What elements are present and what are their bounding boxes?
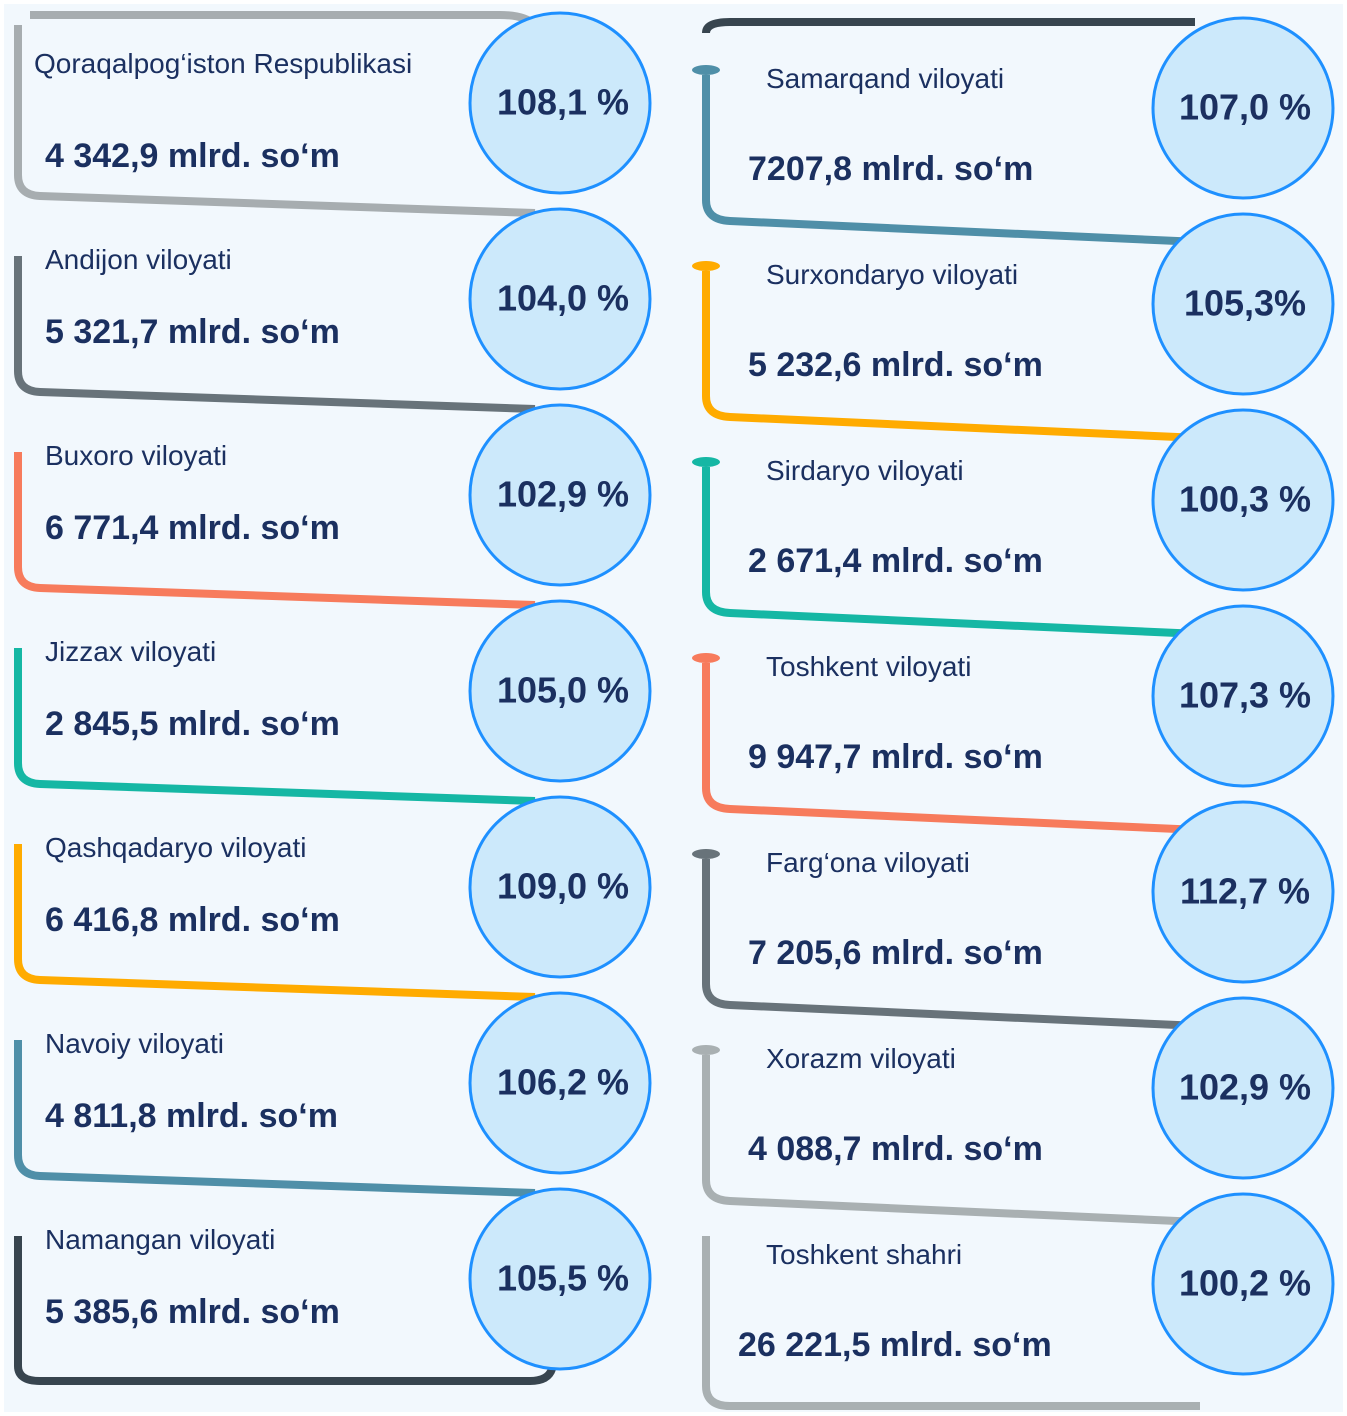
- region-amount: 6 771,4 mlrd. so‘m: [45, 509, 340, 547]
- region-amount: 26 221,5 mlrd. so‘m: [738, 1326, 1052, 1364]
- connector: [702, 1236, 1200, 1410]
- percent-circle: [468, 599, 652, 783]
- region-amount: 4 088,7 mlrd. so‘m: [748, 1130, 1043, 1168]
- percent-circle: [1151, 408, 1335, 592]
- region-percent: 104,0 %: [497, 278, 629, 319]
- connector: [702, 859, 1201, 1030]
- percent-circle: [468, 403, 652, 587]
- region-name: Farg‘ona viloyati: [766, 847, 970, 878]
- region-percent: 112,7 %: [1180, 871, 1310, 912]
- percent-circle: [1151, 1192, 1335, 1376]
- region-amount: 5 232,6 mlrd. so‘m: [748, 346, 1043, 384]
- region-percent: 107,0 %: [1179, 87, 1311, 128]
- region-name: Surxondaryo viloyati: [766, 259, 1018, 290]
- connector: [702, 271, 1201, 442]
- connector: [702, 75, 1201, 246]
- region-name: Namangan viloyati: [45, 1224, 275, 1255]
- connector: [702, 663, 1201, 834]
- connector: [702, 467, 1201, 638]
- region-name: Samarqand viloyati: [766, 63, 1004, 94]
- region-name: Jizzax viloyati: [45, 636, 216, 667]
- region-percent: 105,3%: [1184, 283, 1306, 324]
- connector-cap: [692, 1045, 720, 1055]
- percent-circle: [468, 991, 652, 1175]
- region-name: Xorazm viloyati: [766, 1043, 956, 1074]
- region-amount: 4 811,8 mlrd. so‘m: [45, 1097, 338, 1135]
- region-name: Navoiy viloyati: [45, 1028, 224, 1059]
- connector: [702, 1055, 1201, 1226]
- percent-circle: [468, 795, 652, 979]
- region-amount: 5 385,6 mlrd. so‘m: [45, 1293, 340, 1331]
- top-connector: [702, 18, 1195, 34]
- region-name: Buxoro viloyati: [45, 440, 227, 471]
- region-percent: 100,2 %: [1179, 1263, 1311, 1304]
- region-percent: 109,0 %: [497, 866, 629, 907]
- percent-circle: [1151, 16, 1335, 200]
- connector: [14, 452, 536, 609]
- region-percent: 102,9 %: [1179, 1067, 1311, 1108]
- region-amount: 4 342,9 mlrd. so‘m: [45, 137, 340, 175]
- percent-circle: [1151, 996, 1335, 1180]
- region-amount: 5 321,7 mlrd. so‘m: [45, 313, 340, 351]
- region-percent: 107,3 %: [1179, 675, 1311, 716]
- connector: [14, 1236, 556, 1385]
- region-percent: 102,9 %: [497, 474, 629, 515]
- connector: [14, 256, 536, 413]
- region-percent: 106,2 %: [497, 1062, 629, 1103]
- region-amount: 7 205,6 mlrd. so‘m: [748, 934, 1043, 972]
- region-percent: 100,3 %: [1179, 479, 1311, 520]
- connector-cap: [692, 653, 720, 663]
- connector: [14, 844, 536, 1001]
- region-name: Toshkent shahri: [766, 1239, 962, 1270]
- percent-circle: [1151, 800, 1335, 984]
- region-amount: 2 671,4 mlrd. so‘m: [748, 542, 1043, 580]
- connector-cap: [692, 65, 720, 75]
- region-percent: 108,1 %: [497, 82, 629, 123]
- connector: [14, 648, 536, 805]
- region-percent: 105,5 %: [497, 1258, 629, 1299]
- region-name: Qoraqalpog‘iston Respublikasi: [34, 48, 412, 79]
- region-name: Andijon viloyati: [45, 244, 232, 275]
- percent-circle: [468, 11, 652, 195]
- region-name: Qashqadaryo viloyati: [45, 832, 306, 863]
- connector-cap: [692, 849, 720, 859]
- region-amount: 6 416,8 mlrd. so‘m: [45, 901, 340, 939]
- connector: [14, 1040, 536, 1197]
- region-name: Sirdaryo viloyati: [766, 455, 964, 486]
- connector: [14, 25, 536, 217]
- region-amount: 7207,8 mlrd. so‘m: [748, 150, 1033, 188]
- percent-circle: [468, 207, 652, 391]
- connector-cap: [692, 457, 720, 467]
- region-percent: 105,0 %: [497, 670, 629, 711]
- region-amount: 2 845,5 mlrd. so‘m: [45, 705, 340, 743]
- region-name: Toshkent viloyati: [766, 651, 971, 682]
- connector-cap: [692, 261, 720, 271]
- percent-circle: [1151, 604, 1335, 788]
- percent-circle: [468, 1187, 652, 1371]
- region-amount: 9 947,7 mlrd. so‘m: [748, 738, 1043, 776]
- percent-circle: [1151, 212, 1335, 396]
